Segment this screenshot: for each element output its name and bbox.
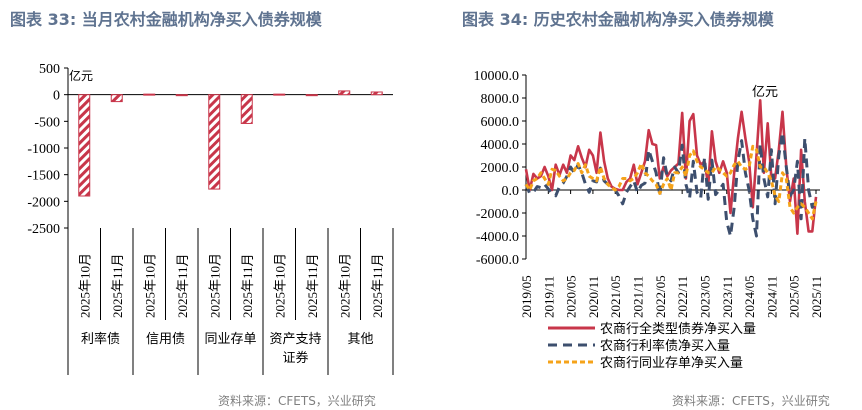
right-series-line-2 xyxy=(524,131,818,238)
right-x-tick-label: 2021/11 xyxy=(631,276,646,318)
left-bar xyxy=(78,94,91,197)
right-y-tick-label: 2000.0 xyxy=(481,161,520,176)
right-series-line-1 xyxy=(524,99,818,235)
left-group-label: 其他 xyxy=(347,331,373,346)
left-bar xyxy=(110,94,123,103)
right-y-tick-label: 10000.0 xyxy=(474,69,520,84)
right-y-tick-label: 4000.0 xyxy=(481,138,520,153)
left-bar xyxy=(175,94,188,97)
right-y-tick-label: 6000.0 xyxy=(481,115,520,130)
right-x-tick-label: 2024/11 xyxy=(764,276,779,318)
left-x-tick-label: 2025年10月 xyxy=(337,253,352,318)
left-bar xyxy=(370,91,383,96)
left-group-label-line2: 证券 xyxy=(282,350,308,365)
right-chart-title: 图表 34: 历史农村金融机构净买入债券规模 xyxy=(462,10,774,29)
left-x-tick-label: 2025年11月 xyxy=(370,253,385,318)
left-bar xyxy=(305,94,318,97)
left-bar xyxy=(273,93,286,96)
left-y-tick-label: -1000 xyxy=(27,142,60,157)
right-x-tick-label: 2021/05 xyxy=(608,275,623,318)
right-series-line-3 xyxy=(524,144,818,221)
left-group-label: 资产支持 xyxy=(269,331,321,346)
left-y-tick-label: 500 xyxy=(39,62,60,77)
right-y-tick-label: -4000.0 xyxy=(476,230,519,245)
left-x-tick-label: 2025年10月 xyxy=(272,253,287,318)
left-x-tick-label: 2025年10月 xyxy=(142,253,157,318)
legend-label-3: 农商行同业存单净买入量 xyxy=(600,355,743,370)
left-x-tick-label: 2025年11月 xyxy=(175,253,190,318)
left-y-tick-label: -1500 xyxy=(27,169,60,184)
right-y-tick-label: -2000.0 xyxy=(476,207,519,222)
left-y-tick-label: 0 xyxy=(53,89,60,104)
right-x-tick-label: 2023/05 xyxy=(697,275,712,318)
right-x-tick-label: 2025/11 xyxy=(809,276,824,318)
left-x-tick-label: 2025年11月 xyxy=(305,253,320,318)
left-chart-title: 图表 33: 当月农村金融机构净买入债券规模 xyxy=(10,10,322,29)
left-y-tick-label: -2000 xyxy=(27,195,60,210)
right-unit-label: 亿元 xyxy=(752,84,778,99)
legend-label-2: 农商行利率债净买入量 xyxy=(600,338,730,353)
right-x-tick-label: 2019/11 xyxy=(541,276,556,318)
right-x-tick-label: 2025/05 xyxy=(787,275,802,318)
right-line-chart: 亿元 10000.0 8000.0 6000.0 4000.0 2000.0 0.0 -20… xyxy=(474,69,825,370)
right-y-tick-label: 0.0 xyxy=(502,184,520,199)
left-bar xyxy=(208,94,221,190)
left-bar-chart: 亿元 500 0 -500 -1000 -1500 -2000 -2500 2025年10月 2… xyxy=(27,62,394,375)
right-source: 资料来源：CFETS，兴业研究 xyxy=(672,394,830,408)
left-x-tick-label: 2025年10月 xyxy=(77,253,92,318)
left-x-tick-label: 2025年10月 xyxy=(207,253,222,318)
left-bar xyxy=(143,93,156,96)
right-x-tick-label: 2020/05 xyxy=(564,275,579,318)
left-bar xyxy=(240,94,253,124)
right-x-tick-label: 2022/11 xyxy=(675,276,690,318)
left-group-label: 同业存单 xyxy=(204,331,256,346)
right-x-tick-label: 2019/05 xyxy=(519,275,534,318)
right-x-tick-label: 2023/11 xyxy=(720,276,735,318)
left-x-tick-label: 2025年11月 xyxy=(110,253,125,318)
left-bar xyxy=(338,90,351,96)
left-x-tick-label: 2025年11月 xyxy=(240,253,255,318)
left-group-label: 利率债 xyxy=(81,331,120,346)
left-group-label: 信用债 xyxy=(146,331,185,346)
left-unit-label: 亿元 xyxy=(69,68,93,83)
left-y-tick-label: -500 xyxy=(34,115,60,130)
right-x-tick-label: 2024/05 xyxy=(742,275,757,318)
right-y-tick-label: 8000.0 xyxy=(481,92,520,107)
right-y-tick-label: -6000.0 xyxy=(476,253,519,268)
right-x-tick-label: 2022/05 xyxy=(653,275,668,318)
legend-label-1: 农商行全类型债券净买入量 xyxy=(600,321,756,336)
left-y-tick-label: -2500 xyxy=(27,222,60,237)
right-x-tick-label: 2020/11 xyxy=(586,276,601,318)
left-source: 资料来源：CFETS，兴业研究 xyxy=(218,394,376,408)
